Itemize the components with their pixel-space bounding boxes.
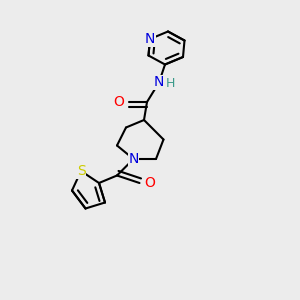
Text: H: H: [166, 76, 175, 90]
Text: N: N: [154, 76, 164, 89]
Text: O: O: [144, 176, 155, 190]
Text: O: O: [114, 95, 124, 109]
Text: N: N: [145, 32, 155, 46]
Text: S: S: [76, 164, 85, 178]
Text: N: N: [128, 152, 139, 166]
